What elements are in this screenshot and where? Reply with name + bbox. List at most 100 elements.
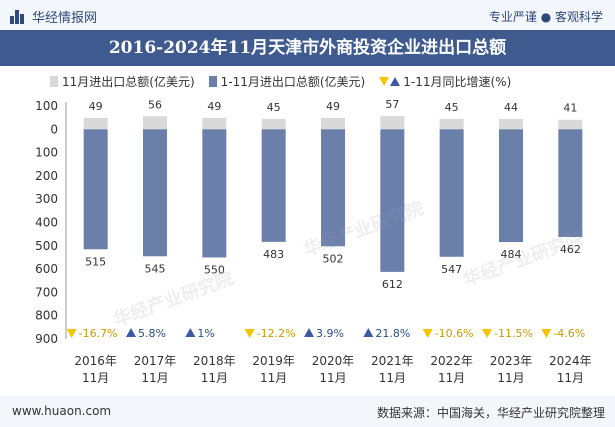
growth-up-marker [304, 328, 314, 337]
x-tick-label-year: 2017年 [134, 354, 177, 368]
data-label-nov: 57 [385, 98, 399, 111]
x-tick-label-month: 11月 [497, 371, 524, 385]
data-label-nov: 56 [148, 98, 162, 111]
y-tick-label: 400 [35, 216, 58, 230]
legend-swatch-ytd [208, 76, 217, 87]
x-tick-label-month: 11月 [82, 371, 109, 385]
bar-ytd [143, 129, 167, 257]
data-label-nov: 45 [445, 101, 459, 114]
x-tick-label-month: 11月 [379, 371, 406, 385]
x-tick-label-month: 11月 [438, 371, 465, 385]
bar-ytd [261, 129, 286, 242]
x-tick-label-year: 2022年 [430, 354, 473, 368]
growth-down-marker [482, 329, 492, 338]
legend-label-growth: 1-11月同比增速(%) [403, 75, 512, 89]
data-label-ytd: 550 [204, 263, 225, 276]
growth-label: 21.8% [375, 327, 410, 340]
growth-label: -11.5% [494, 327, 533, 340]
legend-item-ytd: 1-11月进出口总额(亿美元) [208, 73, 365, 90]
legend-item-growth: 1-11月同比增速(%) [379, 73, 511, 90]
data-label-nov: 41 [563, 102, 577, 115]
growth-label: 5.8% [138, 327, 166, 340]
bar-ytd [439, 129, 464, 257]
brand-logo-icon [10, 9, 24, 24]
x-tick-label-year: 2018年 [193, 354, 236, 368]
bar-ytd [321, 129, 345, 247]
x-tick-label-month: 11月 [319, 371, 346, 385]
data-label-ytd: 515 [85, 255, 106, 268]
bar-nov [558, 119, 583, 130]
bar-nov [202, 117, 227, 130]
data-label-ytd: 484 [501, 248, 522, 261]
growth-down-marker [422, 329, 433, 338]
data-label-nov: 49 [326, 100, 340, 113]
growth-up-marker [363, 328, 374, 337]
data-label-ytd: 483 [263, 248, 284, 261]
x-tick-label-month: 11月 [141, 371, 168, 385]
y-tick-label: 800 [35, 309, 58, 323]
bar-nov [380, 116, 405, 130]
bar-nov [499, 119, 523, 130]
data-label-nov: 49 [89, 100, 103, 113]
growth-label: 1% [197, 327, 214, 340]
data-label-nov: 44 [504, 101, 518, 114]
legend-swatch-nov [50, 76, 58, 87]
growth-down-marker [66, 329, 77, 338]
y-tick-label: 600 [35, 262, 58, 276]
chart-legend: 11月进出口总额(亿美元) 1-11月进出口总额(亿美元) 1-11月同比增速(… [50, 73, 525, 90]
bar-ytd [499, 129, 523, 243]
x-tick-label-year: 2023年 [490, 354, 533, 368]
y-tick-label: 100 [35, 99, 58, 113]
x-tick-label-month: 11月 [557, 371, 584, 385]
legend-item-nov: 11月进出口总额(亿美元) [50, 73, 195, 90]
y-tick-label: 0 [50, 122, 58, 136]
bar-nov [261, 118, 286, 130]
growth-label: -4.6% [553, 327, 585, 340]
x-tick-label-year: 2021年 [371, 354, 414, 368]
y-tick-label: 700 [35, 285, 58, 299]
x-tick-label-year: 2024年 [549, 354, 592, 368]
bar-nov [439, 118, 464, 130]
chart-title: 2016-2024年11月天津市外商投资企业进出口总额 [0, 30, 615, 66]
top-bar: 华经情报网 专业严谨 ● 客观科学 [0, 0, 615, 30]
bar-nov [143, 116, 167, 130]
footer-source: 数据来源：中国海关，华经产业研究院整理 [376, 406, 605, 420]
data-label-nov: 45 [267, 101, 281, 114]
data-label-ytd: 502 [323, 252, 344, 265]
bar-ytd [83, 129, 108, 250]
x-tick-label-month: 11月 [260, 371, 287, 385]
tagline: 专业严谨 ● 客观科学 [488, 10, 603, 24]
growth-down-marker [244, 329, 255, 338]
bar-chart: 100 0 100 200 300 400 500 600 700 800 900 49 515 -16.… [35, 98, 592, 385]
legend-label-nov: 11月进出口总额(亿美元) [62, 75, 195, 89]
bar-ytd [202, 129, 227, 258]
bar-nov [83, 117, 108, 130]
data-label-nov: 49 [207, 100, 221, 113]
growth-up-marker [185, 328, 196, 337]
growth-label: -12.2% [257, 327, 296, 340]
x-tick-label-year: 2016年 [74, 354, 117, 368]
x-tick-label-year: 2020年 [312, 354, 355, 368]
x-tick-label-year: 2019年 [252, 354, 295, 368]
y-tick-label: 500 [35, 239, 58, 253]
growth-label: -10.6% [435, 327, 474, 340]
triangle-up-icon [390, 77, 401, 86]
y-tick-label: 900 [35, 332, 58, 346]
bar-nov [321, 117, 345, 130]
data-label-ytd: 612 [382, 278, 403, 291]
growth-label: -16.7% [79, 327, 118, 340]
bar-ytd [558, 129, 583, 237]
footer: www.huaon.com 数据来源：中国海关，华经产业研究院整理 [0, 396, 615, 427]
y-tick-label: 300 [35, 192, 58, 206]
triangle-down-icon [379, 77, 390, 86]
growth-up-marker [126, 328, 136, 337]
data-label-ytd: 547 [441, 263, 462, 276]
y-tick-label: 200 [35, 169, 58, 183]
x-tick-label-month: 11月 [201, 371, 228, 385]
data-label-ytd: 545 [145, 262, 166, 275]
growth-down-marker [541, 329, 552, 338]
data-label-ytd: 462 [560, 243, 581, 256]
brand: 华经情报网 [10, 7, 97, 26]
footer-url: www.huaon.com [12, 404, 112, 418]
bar-ytd [380, 129, 405, 272]
